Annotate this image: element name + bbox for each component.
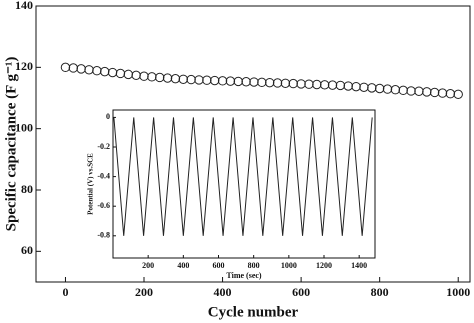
x-tick-label: 800 <box>371 285 389 299</box>
point <box>367 83 377 93</box>
x-tick-label: 200 <box>135 285 153 299</box>
point <box>233 76 243 87</box>
point <box>139 71 149 81</box>
x-axis-label: Time (sec) <box>226 271 262 280</box>
point <box>398 85 408 96</box>
point <box>264 77 275 88</box>
point <box>390 85 401 95</box>
point <box>351 81 361 92</box>
point <box>445 89 456 99</box>
point <box>194 75 204 85</box>
point <box>210 75 220 86</box>
point <box>414 86 424 96</box>
y-tick-label: -0.6 <box>97 201 110 210</box>
y-tick-label: 120 <box>15 59 33 73</box>
point <box>422 87 432 97</box>
y-tick-label: 140 <box>15 0 33 12</box>
x-tick-label: 600 <box>292 285 310 299</box>
point <box>162 73 173 83</box>
point <box>437 88 448 98</box>
point <box>217 76 228 86</box>
point <box>249 77 259 87</box>
x-tick-label: 800 <box>248 261 260 270</box>
y-tick-label: -0.8 <box>97 231 110 240</box>
point <box>304 79 314 89</box>
point <box>296 79 306 89</box>
x-tick-label: 1000 <box>446 285 470 299</box>
x-tick-label: 1200 <box>316 261 332 270</box>
point <box>343 81 353 91</box>
point <box>60 62 71 73</box>
point <box>155 72 165 83</box>
point <box>335 80 346 91</box>
point <box>374 83 385 94</box>
point <box>186 74 196 85</box>
y-axis-label: Specific capacitance (F g⁻¹) <box>3 57 19 232</box>
point <box>327 80 338 90</box>
point <box>319 80 330 90</box>
x-tick-label: 200 <box>142 261 154 270</box>
y-tick-label: 0 <box>106 112 110 121</box>
point <box>241 77 251 87</box>
y-tick-label: 100 <box>15 120 33 134</box>
point <box>147 72 157 82</box>
point <box>429 87 440 98</box>
point <box>406 86 416 96</box>
point <box>453 89 463 100</box>
x-tick-label: 1400 <box>351 261 367 270</box>
y-tick-label: -0.4 <box>97 171 110 180</box>
x-tick-label: 0 <box>62 285 68 299</box>
point <box>280 78 291 88</box>
point <box>312 79 322 90</box>
y-axis-label: Potential (V) vs.SCE <box>87 153 95 215</box>
x-tick-label: 400 <box>177 261 189 270</box>
y-tick-label: 80 <box>21 182 33 196</box>
point <box>178 74 188 84</box>
point <box>288 78 298 89</box>
x-tick-label: 600 <box>213 261 225 270</box>
line <box>113 117 373 236</box>
y-tick-label: -0.2 <box>97 142 110 151</box>
point <box>257 77 267 88</box>
y-tick-label: 60 <box>21 243 33 257</box>
point <box>202 75 212 85</box>
inset-plot: 200 400 600 800 1000 1200 1400 0 -0.2 -0.4 -0.6 -0.… <box>87 109 376 280</box>
point <box>382 84 393 94</box>
x-tick-label: 1000 <box>281 261 297 270</box>
point <box>170 73 181 84</box>
point <box>272 78 283 88</box>
x-tick-label: 400 <box>214 285 232 299</box>
point <box>359 82 369 92</box>
x-axis-label: Cycle number <box>208 304 299 320</box>
point <box>225 76 236 86</box>
